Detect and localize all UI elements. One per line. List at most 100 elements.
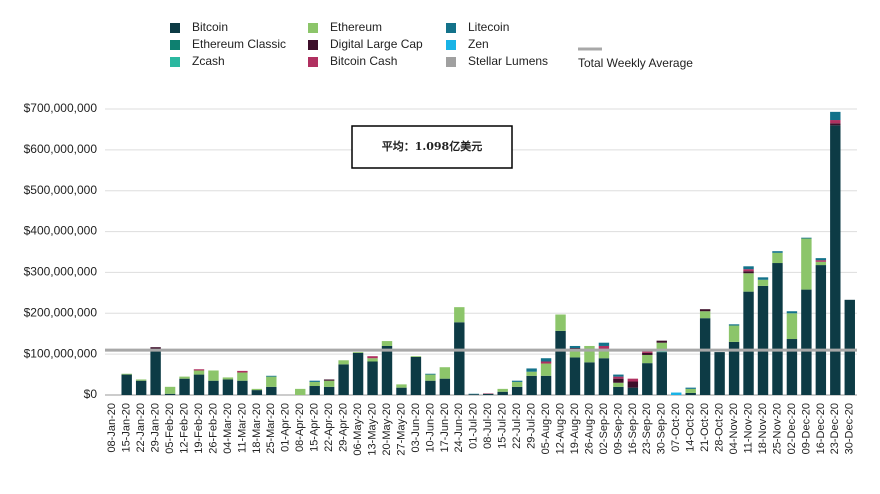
x-tick-label: 04-Nov-20 — [728, 403, 740, 454]
bar-segment — [381, 345, 393, 395]
bar-segment — [613, 378, 624, 383]
legend-label: Bitcoin — [192, 20, 228, 34]
legend-swatch — [446, 23, 456, 33]
x-tick-label: 02-Dec-20 — [786, 403, 798, 454]
bar-segment — [511, 380, 523, 382]
bar-segment — [483, 393, 494, 395]
x-tick-label: 27-May-20 — [395, 403, 407, 456]
x-tick-label: 01-Apr-20 — [280, 403, 292, 452]
bar-segment — [830, 120, 841, 124]
bar-segment — [208, 370, 219, 381]
bar-segment — [454, 322, 465, 395]
x-tick-label: 02-Sep-20 — [598, 403, 610, 454]
bar-segment — [323, 386, 335, 395]
x-tick-label: 26-Feb-20 — [207, 403, 219, 454]
bar-segment — [627, 387, 639, 395]
legend-swatch — [446, 40, 456, 50]
bar-segment — [685, 388, 696, 393]
x-tick-label: 06-May-20 — [352, 403, 364, 456]
x-tick-label: 30-Dec-20 — [844, 403, 856, 454]
x-tick-label: 07-Oct-20 — [670, 403, 682, 452]
bar-segment — [786, 313, 798, 340]
bar-segment — [323, 379, 335, 381]
bar-segment — [266, 376, 277, 387]
x-tick-label: 08-Apr-20 — [294, 403, 306, 452]
bar-segment — [164, 393, 176, 395]
x-tick-label: 22-Jul-20 — [511, 403, 523, 449]
x-tick-label: 09-Dec-20 — [800, 403, 812, 454]
bar-segment — [642, 352, 653, 355]
y-tick-label: $600,000,000 — [24, 142, 98, 156]
bar-segment — [569, 348, 581, 350]
bar-segment — [511, 386, 523, 395]
x-tick-label: 28-Oct-20 — [714, 403, 726, 452]
bar-segment — [569, 349, 581, 358]
bar-segment — [627, 378, 639, 382]
legend-label: Zcash — [192, 54, 225, 68]
bar-segment — [540, 363, 552, 376]
bar-segment — [656, 352, 667, 395]
x-tick-label: 18-Nov-20 — [757, 403, 769, 454]
x-tick-label: 03-Jun-20 — [410, 403, 422, 453]
legend-label: Bitcoin Cash — [330, 54, 397, 68]
x-tick-label: 01-Jul-20 — [468, 403, 480, 449]
x-tick-label: 12-Aug-20 — [554, 403, 566, 454]
bar-segment — [728, 341, 740, 395]
bar-segment — [801, 237, 812, 239]
y-tick-label: $500,000,000 — [24, 183, 98, 197]
x-tick-label: 19-Aug-20 — [569, 403, 581, 454]
bar-segment — [714, 352, 725, 395]
bar-segment — [425, 380, 436, 395]
x-tick-label: 11-Mar-20 — [236, 403, 248, 453]
x-tick-label: 24-Jun-20 — [453, 403, 465, 453]
bar-segment — [540, 375, 552, 395]
x-tick-label: 22-Apr-20 — [323, 403, 335, 452]
bar-segment — [121, 373, 132, 375]
bar-segment — [266, 386, 277, 395]
bar-segment — [598, 350, 610, 359]
bar-segment — [772, 252, 783, 264]
bar-segment — [454, 307, 465, 323]
x-tick-label: 17-Jun-20 — [439, 403, 451, 453]
x-tick-label: 29-Apr-20 — [338, 403, 350, 452]
bar-segment — [699, 309, 711, 312]
bar-segment — [367, 356, 378, 359]
bar-segment — [772, 263, 783, 395]
bar-segment — [757, 285, 769, 395]
x-tick-label: 08-Jul-20 — [482, 403, 494, 449]
bar-segment — [396, 387, 407, 395]
bar-segment — [266, 375, 277, 377]
x-tick-label: 08-Jan-20 — [106, 403, 118, 453]
bar-segment — [251, 390, 263, 395]
bar-segment — [671, 392, 682, 395]
bar-segment — [396, 384, 407, 388]
bar-segment — [121, 374, 132, 395]
bar-segment — [555, 330, 566, 395]
bar-segment — [613, 374, 624, 377]
bar-segment — [150, 349, 161, 395]
bar-segment — [555, 314, 566, 331]
legend-swatch — [308, 23, 318, 33]
bar-segment — [801, 238, 812, 290]
bar-segment — [164, 386, 176, 394]
bar-segment — [830, 111, 841, 121]
bar-segment — [497, 388, 508, 392]
legend-label: Stellar Lumens — [468, 54, 548, 68]
bar-segment — [425, 374, 436, 381]
x-tick-label: 05-Aug-20 — [540, 403, 552, 454]
bar-segment — [815, 261, 827, 266]
bar-segment — [613, 382, 624, 387]
bar-segment — [511, 381, 523, 387]
bar-segment — [728, 325, 740, 342]
annotation: 平均：1.098亿美元 — [382, 139, 482, 153]
bar-segment — [410, 357, 422, 395]
bar-segment — [830, 123, 841, 126]
legend-swatch — [308, 57, 318, 67]
y-tick-label: $0 — [84, 387, 98, 401]
bar-segment — [699, 318, 711, 395]
bar-segment — [468, 394, 479, 395]
bar-segment — [526, 371, 537, 376]
bar-segment — [786, 311, 798, 314]
bar-segment — [135, 380, 147, 395]
